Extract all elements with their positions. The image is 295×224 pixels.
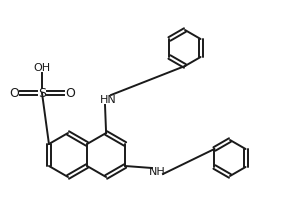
- Text: O: O: [9, 86, 19, 99]
- Text: HN: HN: [100, 95, 116, 105]
- Text: OH: OH: [33, 63, 50, 73]
- Text: S: S: [38, 86, 46, 99]
- Text: NH: NH: [149, 167, 165, 177]
- Text: O: O: [65, 86, 75, 99]
